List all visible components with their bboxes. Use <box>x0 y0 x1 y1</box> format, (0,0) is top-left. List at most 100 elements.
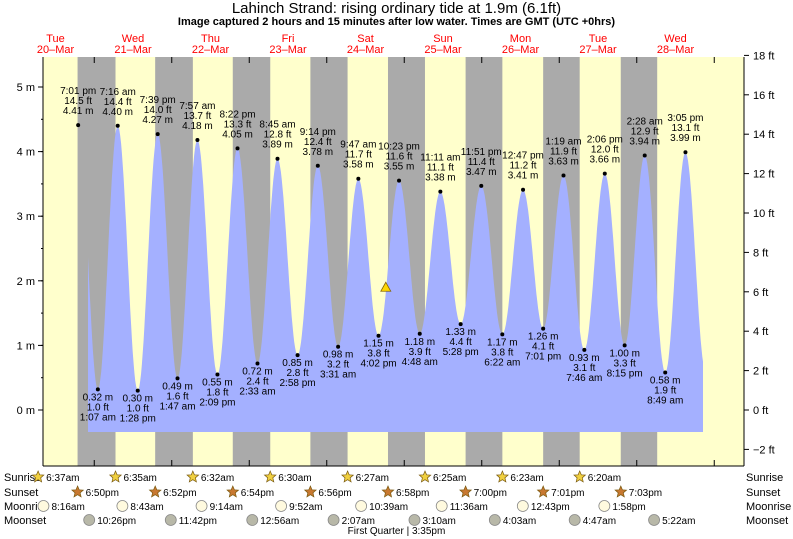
high-tide-label: 11:11 am <box>420 153 460 164</box>
high-tide-label: 7:16 am <box>100 87 136 98</box>
low-tide-label: 8:49 am <box>647 396 683 407</box>
tide-point <box>76 123 81 128</box>
day-date: 24–Mar <box>347 44 385 56</box>
low-tide-label: 1.17 m <box>487 337 518 348</box>
high-tide-label: 3.58 m <box>343 160 374 171</box>
sunset-time: 6:56pm <box>318 488 351 499</box>
sun-icon <box>459 485 473 498</box>
ft-tick-label: 14 ft <box>753 129 774 141</box>
low-tide-label: 2:33 am <box>239 386 275 397</box>
low-tide-label: 3.2 ft <box>327 360 349 371</box>
tide-point <box>663 370 668 375</box>
day-name: Mon <box>510 33 531 45</box>
sunset-time: 7:00pm <box>474 488 507 499</box>
high-tide-label: 11.6 ft <box>385 152 412 163</box>
low-tide-label: 3.3 ft <box>614 358 636 369</box>
high-tide-label: 3.89 m <box>262 140 293 151</box>
high-tide-label: 13.1 ft <box>672 123 700 134</box>
tide-point <box>195 137 200 142</box>
sunset-row-label-left: Sunset <box>4 487 38 499</box>
high-tide-label: 11.1 ft <box>427 163 454 174</box>
moonrise-time: 9:52am <box>289 502 322 513</box>
ft-tick-label: 10 ft <box>753 208 774 220</box>
chart-title: Lahinch Strand: rising ordinary tide at … <box>231 0 562 17</box>
high-tide-label: 3.47 m <box>466 167 497 178</box>
moonrise-time: 12:43pm <box>531 502 570 513</box>
high-tide-label: 3.66 m <box>589 155 620 166</box>
moonrise-icon <box>598 500 611 512</box>
low-tide-label: 0.93 m <box>569 353 600 364</box>
sunset-time: 6:58pm <box>396 488 429 499</box>
tide-point <box>175 376 180 381</box>
low-tide-label: 0.98 m <box>323 350 354 361</box>
ft-tick-label: 0 ft <box>753 405 768 417</box>
sunrise-time: 6:37am <box>46 473 79 484</box>
low-tide-label: 1:28 pm <box>120 414 156 425</box>
high-tide-label: 1:19 am <box>545 137 581 148</box>
tide-point <box>683 150 688 155</box>
current-tide-marker <box>380 281 392 292</box>
sun-icon <box>31 470 45 483</box>
tide-point <box>582 347 587 352</box>
tide-point <box>215 372 220 377</box>
day-name: Sat <box>357 33 374 45</box>
high-tide-label: 4.27 m <box>142 115 173 126</box>
sun-icon <box>263 470 277 483</box>
moonset-icon <box>648 514 660 526</box>
high-tide-label: 3.41 m <box>508 171 539 182</box>
day-date: 28–Mar <box>657 44 695 56</box>
moonrise-icon <box>116 500 129 512</box>
moonset-icon <box>327 514 340 526</box>
sunset-time: 6:54pm <box>241 488 274 499</box>
moonrise-time: 8:16am <box>51 502 84 513</box>
tide-point <box>500 332 505 337</box>
ft-tick-label: −2 ft <box>753 444 775 456</box>
sun-icon <box>303 485 317 498</box>
moonset-icon <box>408 514 421 526</box>
low-tide-label: 6:22 am <box>484 357 520 368</box>
high-tide-label: 12.0 ft <box>591 145 619 156</box>
sun-icon <box>536 485 550 498</box>
tide-point <box>397 178 402 183</box>
high-tide-label: 10:23 pm <box>378 142 420 153</box>
moonset-icon <box>83 514 96 526</box>
day-name: Sun <box>433 33 453 45</box>
moonrise-row-label-right: Moonrise <box>746 501 791 513</box>
low-tide-label: 3.1 ft <box>573 363 595 374</box>
moonrise-icon <box>275 500 288 512</box>
low-tide-label: 1.6 ft <box>166 391 188 402</box>
sun-icon <box>381 485 395 498</box>
tide-point <box>561 173 566 178</box>
high-tide-label: 4.40 m <box>102 107 133 118</box>
high-tide-label: 3.38 m <box>425 173 456 184</box>
high-tide-label: 14.5 ft <box>64 96 92 107</box>
low-tide-label: 0.30 m <box>122 394 153 405</box>
sunrise-time: 6:32am <box>201 473 234 484</box>
high-tide-label: 3.99 m <box>670 133 701 144</box>
sunrise-row-label-right: Sunrise <box>746 472 783 484</box>
ft-tick-label: 8 ft <box>753 247 768 259</box>
low-tide-label: 3.8 ft <box>491 347 513 358</box>
moonrise-time: 1:58pm <box>612 502 645 513</box>
ft-tick-label: 2 ft <box>753 366 768 378</box>
moonset-time: 2:07am <box>342 516 375 527</box>
sun-icon <box>418 470 432 483</box>
moonrise-time: 10:39am <box>369 502 408 513</box>
moonset-time: 11:42pm <box>179 516 217 527</box>
low-tide-label: 2:09 pm <box>199 397 235 408</box>
tide-point <box>255 361 260 366</box>
chart-subtitle: Image captured 2 hours and 15 minutes af… <box>177 16 616 28</box>
moonrise-icon <box>435 500 448 512</box>
moonrise-icon <box>355 500 368 512</box>
moon-phase-note: First Quarter | 3:35pm <box>347 526 446 537</box>
high-tide-label: 11.7 ft <box>345 150 372 161</box>
moonrise-icon <box>195 500 208 512</box>
low-tide-label: 0.32 m <box>83 392 114 403</box>
tide-point <box>521 187 526 192</box>
sunset-time: 7:03pm <box>629 488 662 499</box>
y-tick-label: 0 m <box>17 405 35 417</box>
moonrise-time: 8:43am <box>130 502 163 513</box>
day-date: 26–Mar <box>502 44 540 56</box>
low-tide-label: 1.9 ft <box>654 386 676 397</box>
low-tide-label: 1.33 m <box>445 327 476 338</box>
